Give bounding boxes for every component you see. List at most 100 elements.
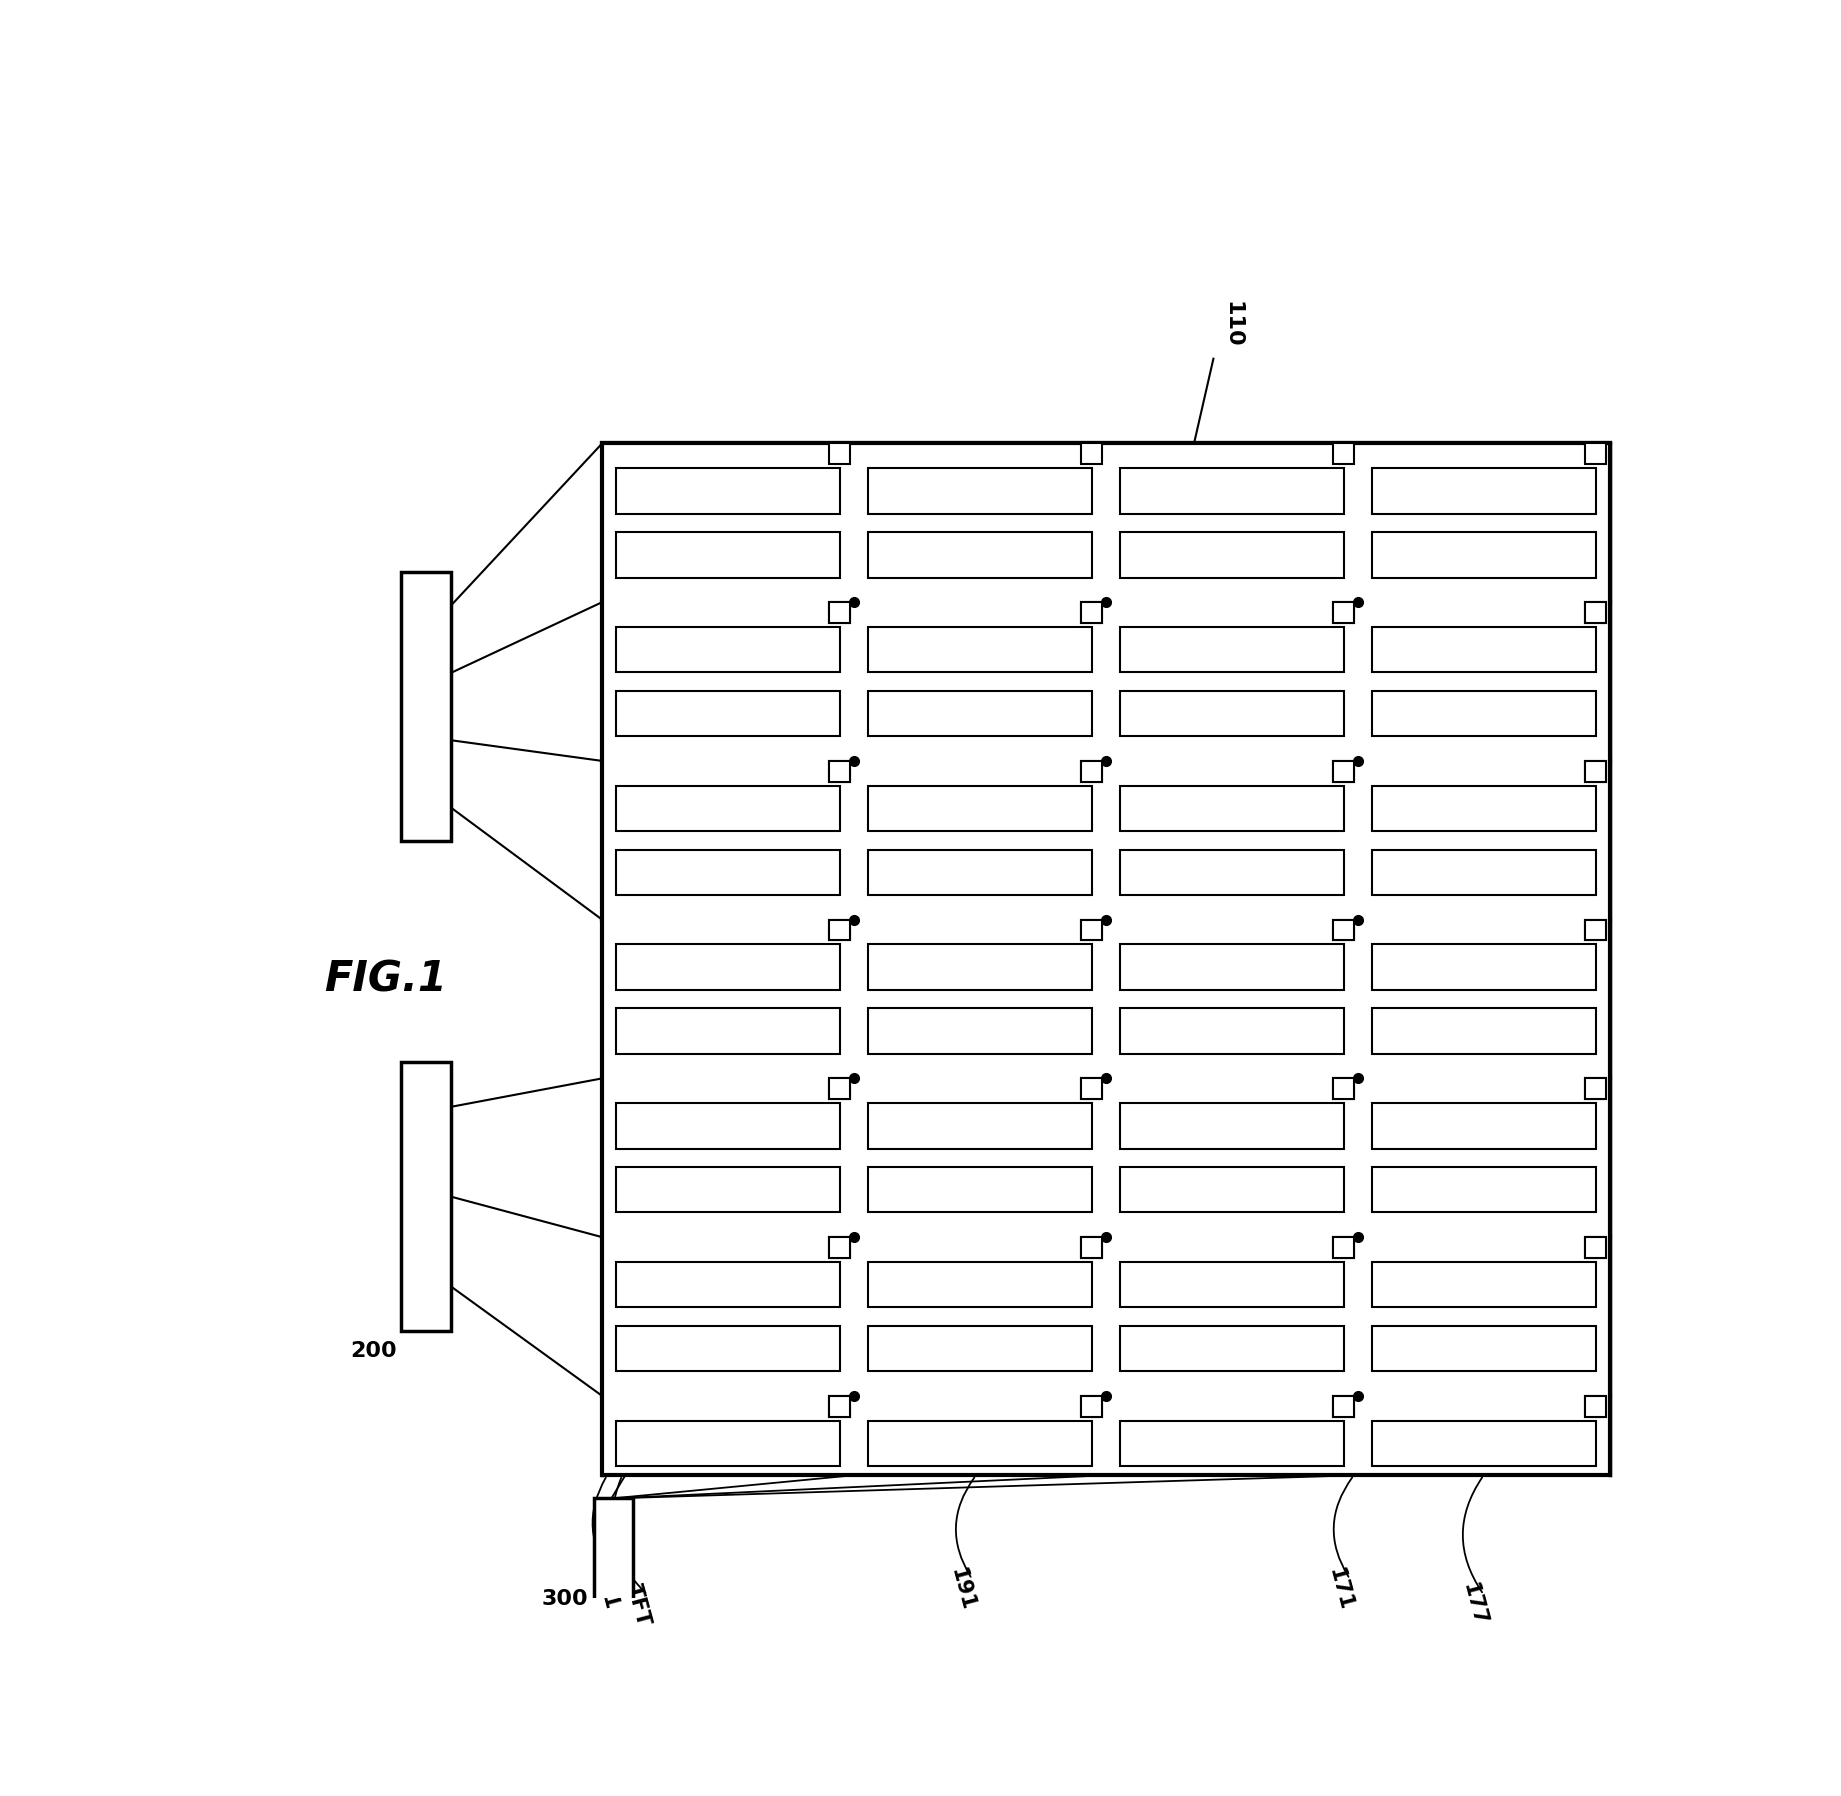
Bar — [828, 762, 851, 781]
Bar — [1333, 1395, 1353, 1417]
Bar — [617, 627, 839, 672]
Bar — [1333, 920, 1353, 941]
Text: 300: 300 — [541, 1589, 587, 1609]
Bar — [1372, 1263, 1596, 1307]
Bar — [617, 850, 839, 894]
Bar — [617, 785, 839, 832]
Bar — [828, 1078, 851, 1099]
Bar — [401, 1061, 451, 1331]
Bar — [617, 1421, 839, 1466]
Text: 171: 171 — [1326, 1566, 1355, 1613]
Bar — [1372, 1008, 1596, 1054]
Bar — [828, 920, 851, 941]
Bar — [1333, 1078, 1353, 1099]
Bar — [867, 1008, 1092, 1054]
Bar — [1333, 1395, 1353, 1417]
Bar — [1372, 1167, 1596, 1212]
Bar — [1119, 532, 1344, 578]
Bar — [1585, 1237, 1605, 1257]
Bar — [1333, 920, 1353, 941]
Bar — [1119, 691, 1344, 736]
Text: 110: 110 — [1222, 300, 1243, 347]
Bar — [1081, 602, 1103, 623]
Bar — [1372, 691, 1596, 736]
Bar — [401, 571, 451, 841]
Bar — [867, 1103, 1092, 1148]
Bar — [1585, 762, 1605, 781]
Text: 121: 121 — [589, 1566, 620, 1613]
Bar — [1119, 1008, 1344, 1054]
Bar — [1585, 602, 1605, 623]
Text: 191: 191 — [948, 1566, 978, 1613]
Bar — [1119, 1167, 1344, 1212]
Bar — [828, 1395, 851, 1417]
Bar — [1585, 920, 1605, 941]
Bar — [828, 762, 851, 781]
Bar — [617, 945, 839, 990]
Bar — [595, 1498, 633, 1622]
Bar — [1081, 762, 1103, 781]
Bar — [867, 469, 1092, 514]
Text: 200: 200 — [350, 1340, 398, 1361]
Bar — [1585, 602, 1605, 623]
Bar — [1333, 602, 1353, 623]
Bar — [1372, 850, 1596, 894]
Bar — [1081, 920, 1103, 941]
Bar — [867, 532, 1092, 578]
Bar — [828, 444, 851, 463]
Bar — [1119, 1325, 1344, 1370]
Bar — [1333, 1078, 1353, 1099]
Bar — [617, 1167, 839, 1212]
Text: FIG.1: FIG.1 — [324, 959, 447, 1000]
Bar — [617, 1008, 839, 1054]
Bar — [1119, 1263, 1344, 1307]
Bar — [1585, 1078, 1605, 1099]
Bar — [867, 1325, 1092, 1370]
Bar — [867, 850, 1092, 894]
Bar — [1585, 444, 1605, 463]
Bar — [867, 945, 1092, 990]
Bar — [1372, 532, 1596, 578]
Bar — [867, 1167, 1092, 1212]
Bar — [1081, 1237, 1103, 1257]
Bar — [828, 602, 851, 623]
Bar — [1119, 627, 1344, 672]
Bar — [828, 1237, 851, 1257]
Bar — [1081, 1237, 1103, 1257]
Bar — [617, 469, 839, 514]
Bar — [1081, 444, 1103, 463]
Bar — [1081, 1395, 1103, 1417]
Bar — [1081, 1078, 1103, 1099]
Bar — [1081, 920, 1103, 941]
Bar — [1119, 1103, 1344, 1148]
Bar — [1333, 1237, 1353, 1257]
Bar — [1119, 1421, 1344, 1466]
Bar — [1333, 602, 1353, 623]
Bar — [1119, 785, 1344, 832]
Bar — [1372, 469, 1596, 514]
Text: 177: 177 — [1458, 1580, 1489, 1629]
Bar — [1119, 945, 1344, 990]
Bar — [1333, 762, 1353, 781]
Bar — [1585, 1395, 1605, 1417]
Bar — [1585, 1237, 1605, 1257]
Bar — [828, 602, 851, 623]
Bar — [617, 691, 839, 736]
Bar — [1081, 762, 1103, 781]
Bar — [1372, 785, 1596, 832]
Bar — [617, 1103, 839, 1148]
Bar — [1081, 1395, 1103, 1417]
Bar — [828, 920, 851, 941]
Bar — [867, 1263, 1092, 1307]
Bar — [1372, 1103, 1596, 1148]
Bar — [1372, 627, 1596, 672]
Bar — [1372, 1421, 1596, 1466]
Bar — [1333, 444, 1353, 463]
Bar — [1333, 1237, 1353, 1257]
Bar — [828, 1395, 851, 1417]
Bar — [1585, 1078, 1605, 1099]
Bar — [1372, 945, 1596, 990]
Bar — [828, 1078, 851, 1099]
Bar — [867, 627, 1092, 672]
Bar — [617, 1325, 839, 1370]
